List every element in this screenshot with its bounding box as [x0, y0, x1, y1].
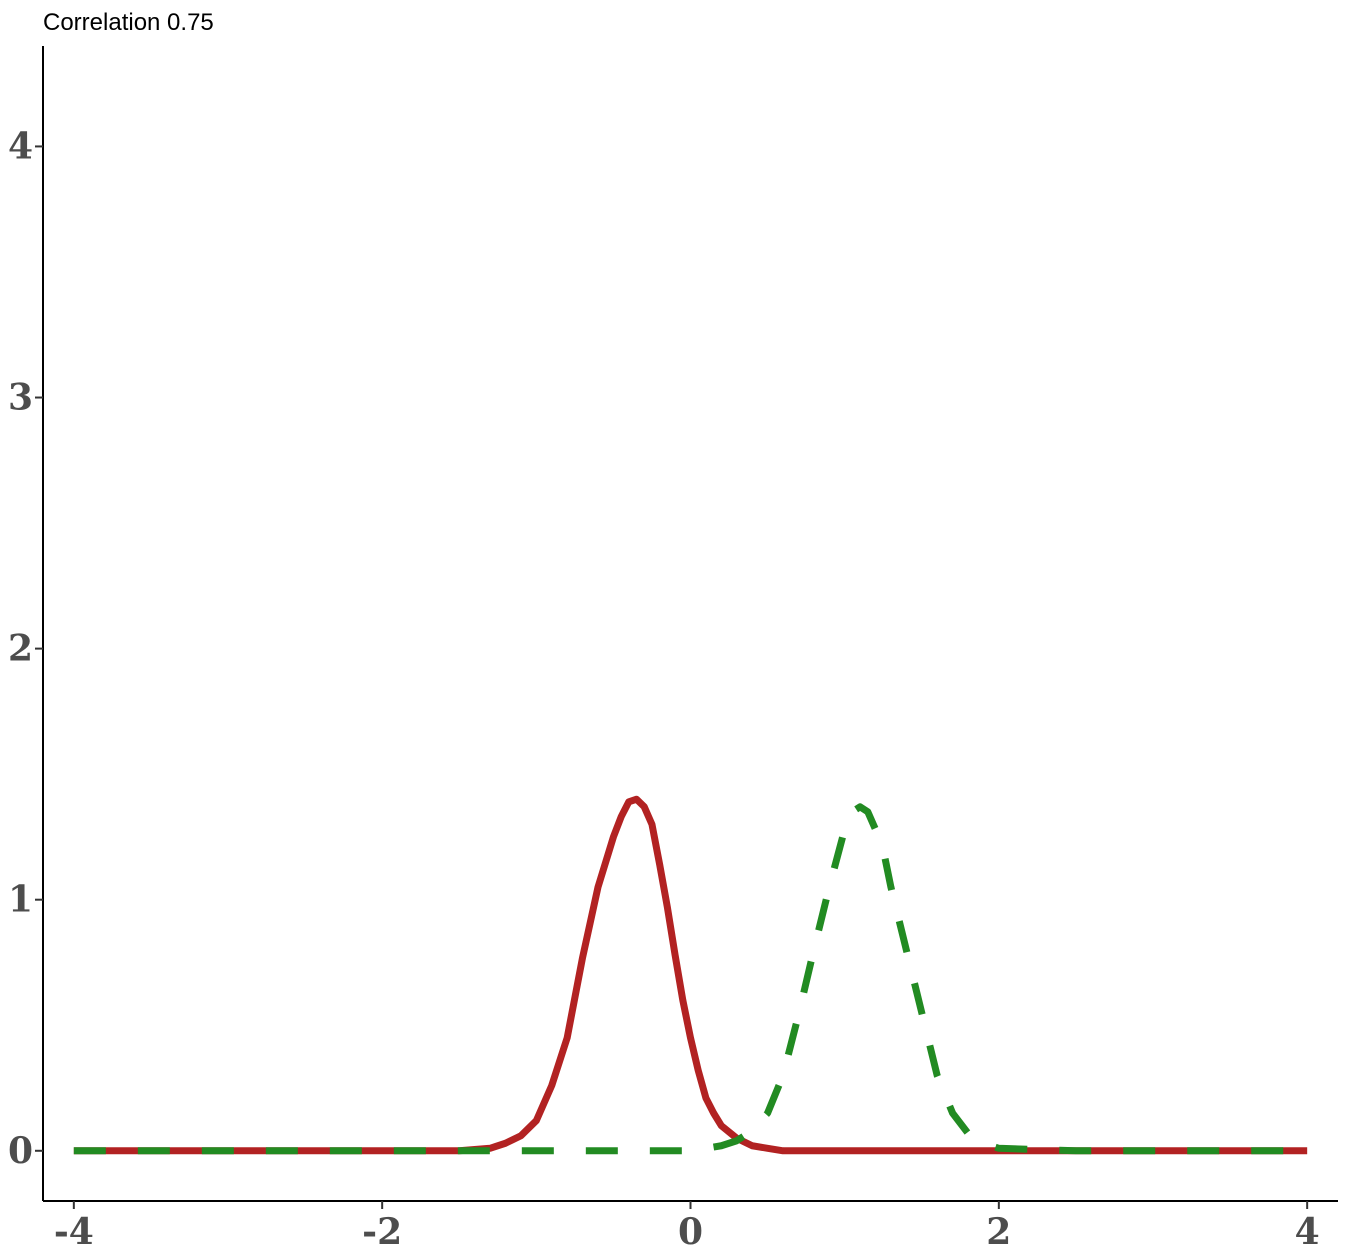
x-axis-ticks: -4 -2 0 2 4: [54, 1201, 1320, 1253]
series-layer: [73, 795, 1308, 1155]
x-tick-label: -2: [362, 1211, 402, 1253]
solid-density-line: [73, 795, 1308, 1155]
y-tick-label: 3: [8, 377, 33, 419]
y-tick-label: 4: [8, 125, 33, 167]
chart-title: Correlation 0.75: [43, 9, 214, 36]
y-tick-label: 2: [8, 628, 33, 670]
x-tick-label: 2: [986, 1211, 1011, 1253]
x-tick-label: 0: [678, 1211, 703, 1253]
dashed-density-line: [73, 803, 1308, 1155]
y-tick-label: 1: [8, 879, 33, 921]
y-tick-label: 0: [8, 1130, 33, 1172]
x-tick-label: 4: [1295, 1211, 1320, 1253]
x-tick-label: -4: [54, 1211, 94, 1253]
y-axis-ticks: 0 1 2 3 4: [8, 125, 43, 1172]
